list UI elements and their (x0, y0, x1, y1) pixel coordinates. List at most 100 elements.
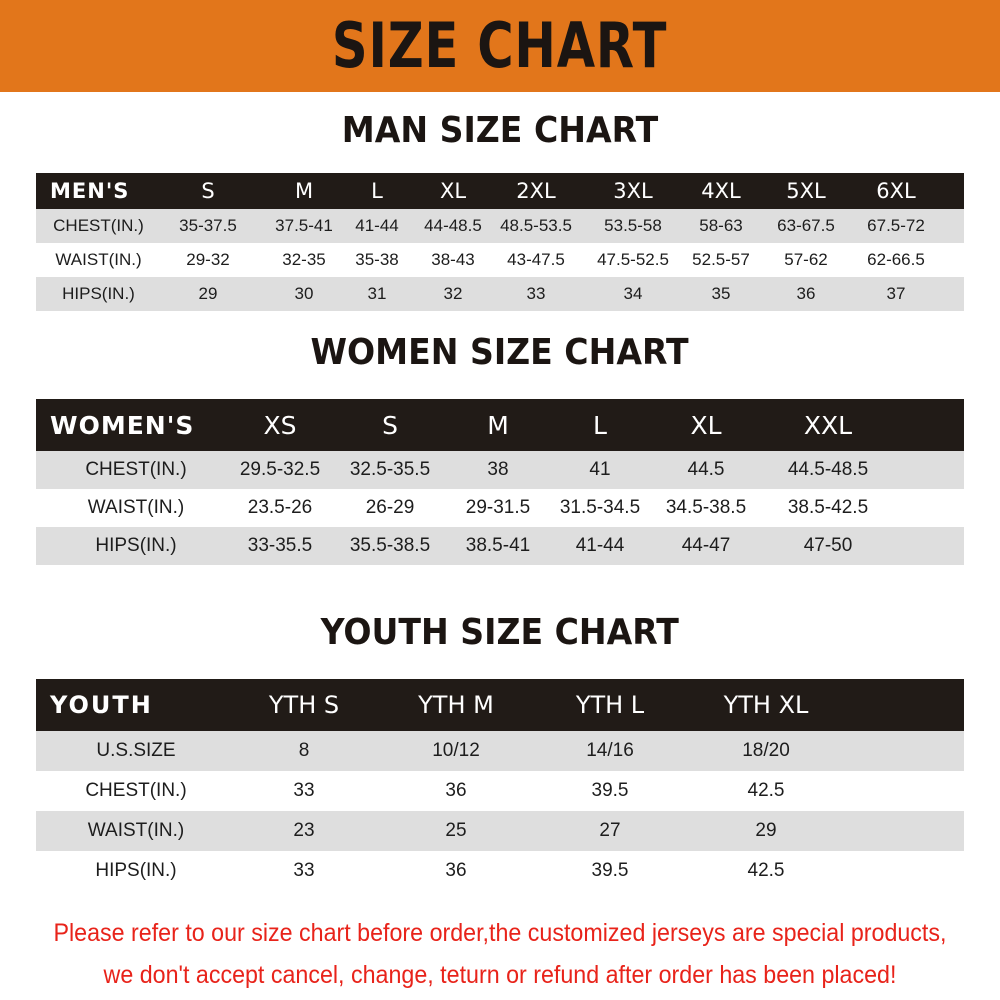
table-cell: 39.5 (591, 780, 629, 801)
table-header-row: WOMEN'S XS S M L XL XXL (36, 399, 964, 451)
section-title-women-text: WOMEN SIZE CHART (310, 332, 690, 373)
table-cell: 38.5-41 (465, 535, 531, 556)
column-header-l: L (593, 410, 607, 440)
section-title-man: MAN SIZE CHART (0, 110, 1000, 151)
table-cell: 34 (623, 284, 643, 303)
footnote-line-2: we don't accept cancel, change, teturn o… (103, 961, 897, 989)
table-cell: 23 (293, 820, 315, 841)
table-cell: 27 (599, 820, 621, 841)
table-cell: 38.5-42.5 (787, 497, 869, 518)
men-size-table: MEN'S S M L XL 2XL 3XL 4XL 5XL 6XL CHEST(IN.) 35-37… (36, 173, 964, 311)
table-cell: 37 (886, 284, 906, 303)
table-cell: 25 (445, 820, 467, 841)
table-cell: 18/20 (742, 740, 790, 761)
table-cell: 38 (487, 459, 509, 480)
table-cell: 41-44 (355, 216, 399, 235)
table-row: WAIST(IN.) 23 25 27 29 (36, 811, 964, 851)
table-cell: 29.5-32.5 (239, 459, 321, 480)
table-cell: 10/12 (432, 740, 480, 761)
table-cell: 38-43 (431, 250, 475, 269)
table-corner-label: WOMEN'S (50, 410, 195, 440)
column-header-yth-l: YTH L (575, 691, 645, 719)
table-row: CHEST(IN.) 33 36 39.5 42.5 (36, 771, 964, 811)
column-header-xl: XL (439, 179, 467, 203)
table-row: HIPS(IN.) 33-35.5 35.5-38.5 38.5-41 41-44 44-… (36, 527, 964, 565)
table-cell: 34.5-38.5 (665, 497, 747, 518)
column-header-m: M (294, 179, 314, 203)
table-row: WAIST(IN.) 29-32 32-35 35-38 38-43 43-47.5 47.… (36, 243, 964, 277)
table-row: CHEST(IN.) 35-37.5 37.5-41 41-44 44-48.5 48.5… (36, 209, 964, 243)
row-label: WAIST(IN.) (55, 250, 142, 269)
table-row: U.S.SIZE 8 10/12 14/16 18/20 (36, 731, 964, 771)
table-corner-label: YOUTH (50, 691, 153, 719)
table-cell: 30 (294, 284, 314, 303)
section-title-man-text: MAN SIZE CHART (341, 110, 659, 151)
table-cell: 29-32 (186, 250, 230, 269)
table-cell: 35.5-38.5 (349, 535, 431, 556)
table-cell: 41 (589, 459, 611, 480)
table-cell: 36 (445, 780, 467, 801)
table-cell: 33 (293, 860, 315, 881)
column-header-6xl: 6XL (876, 179, 916, 203)
table-cell: 35-38 (355, 250, 399, 269)
table-cell: 36 (796, 284, 816, 303)
table-cell: 35-37.5 (179, 216, 237, 235)
table-row: WAIST(IN.) 23.5-26 26-29 29-31.5 31.5-34.5 34… (36, 489, 964, 527)
column-header-yth-s: YTH S (268, 691, 340, 719)
table-cell: 47.5-52.5 (597, 250, 669, 269)
table-cell: 42.5 (747, 780, 785, 801)
table-header-row: MEN'S S M L XL 2XL 3XL 4XL 5XL 6XL (36, 173, 964, 209)
section-title-youth-text: YOUTH SIZE CHART (320, 612, 680, 653)
table-cell: 44.5-48.5 (787, 459, 869, 480)
table-cell: 44-47 (681, 535, 731, 556)
table-cell: 29-31.5 (465, 497, 531, 518)
table-header-row: YOUTH YTH S YTH M YTH L YTH XL (36, 679, 964, 731)
table-cell: 14/16 (586, 740, 634, 761)
table-row: HIPS(IN.) 29 30 31 32 33 34 35 36 37 (36, 277, 964, 311)
table-row: CHEST(IN.) 29.5-32.5 32.5-35.5 38 41 44.5 44.5… (36, 451, 964, 489)
page-title: SIZE CHART (332, 9, 668, 82)
row-label: CHEST(IN.) (85, 459, 187, 480)
column-header-yth-xl: YTH XL (723, 691, 809, 719)
row-label: U.S.SIZE (96, 740, 176, 761)
section-title-youth: YOUTH SIZE CHART (0, 612, 1000, 653)
table-cell: 23.5-26 (247, 497, 313, 518)
table-cell: 42.5 (747, 860, 785, 881)
page-banner: SIZE CHART (0, 0, 1000, 92)
row-label: HIPS(IN.) (95, 535, 177, 556)
table-cell: 29 (198, 284, 218, 303)
table-cell: 32-35 (282, 250, 326, 269)
column-header-m: M (487, 410, 509, 440)
row-label: CHEST(IN.) (85, 780, 187, 801)
table-cell: 44-48.5 (424, 216, 482, 235)
column-header-3xl: 3XL (613, 179, 653, 203)
column-header-s: S (382, 410, 398, 440)
table-cell: 37.5-41 (275, 216, 333, 235)
table-cell: 33-35.5 (247, 535, 313, 556)
table-cell: 53.5-58 (604, 216, 662, 235)
table-cell: 36 (445, 860, 467, 881)
section-title-women: WOMEN SIZE CHART (0, 332, 1000, 373)
row-label: WAIST(IN.) (87, 820, 185, 841)
table-cell: 32 (443, 284, 463, 303)
table-cell: 39.5 (591, 860, 629, 881)
column-header-4xl: 4XL (701, 179, 741, 203)
column-header-yth-m: YTH M (418, 691, 494, 719)
table-cell: 62-66.5 (867, 250, 925, 269)
column-header-l: L (371, 179, 383, 203)
table-cell: 31.5-34.5 (559, 497, 641, 518)
table-cell: 52.5-57 (692, 250, 750, 269)
row-label: HIPS(IN.) (95, 860, 177, 881)
table-cell: 44.5 (687, 459, 725, 480)
table-cell: 32.5-35.5 (349, 459, 431, 480)
row-label: HIPS(IN.) (62, 284, 135, 303)
table-cell: 43-47.5 (507, 250, 565, 269)
table-row: HIPS(IN.) 33 36 39.5 42.5 (36, 851, 964, 891)
column-header-2xl: 2XL (516, 179, 556, 203)
column-header-xs: XS (263, 410, 297, 440)
table-corner-label: MEN'S (50, 179, 130, 203)
table-cell: 33 (293, 780, 315, 801)
table-cell: 48.5-53.5 (500, 216, 572, 235)
table-cell: 26-29 (365, 497, 415, 518)
